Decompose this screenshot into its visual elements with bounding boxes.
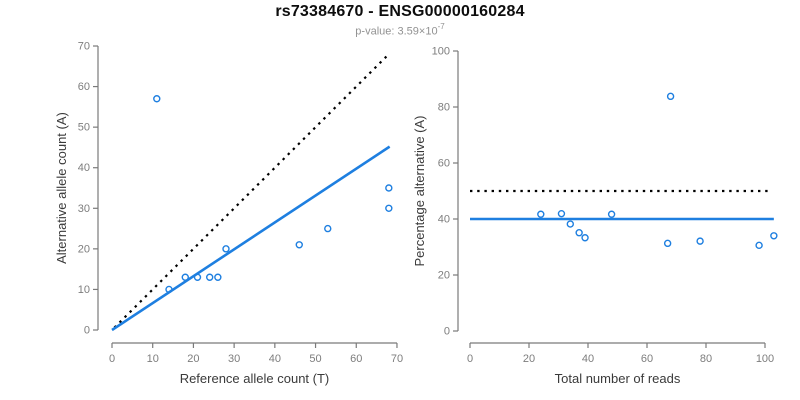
identity-line	[113, 55, 388, 329]
y-tick-label: 100	[432, 46, 450, 58]
data-point	[385, 184, 393, 192]
data-point	[385, 204, 393, 212]
fit-line	[111, 145, 391, 332]
y-tick-label: 0	[84, 325, 90, 337]
data-point	[165, 285, 173, 294]
data-point	[666, 92, 675, 101]
data-point	[537, 210, 545, 218]
pvalue-subtitle: p-value: 3.59×10-7	[0, 22, 800, 38]
x-tick-label: 40	[582, 353, 594, 365]
data-point	[663, 239, 672, 248]
x-tick-label: 60	[350, 353, 362, 365]
x-tick-label: 70	[391, 353, 403, 365]
x-tick-label: 40	[269, 353, 281, 365]
y-tick-label: 70	[78, 41, 90, 53]
y-tick-label: 80	[438, 102, 450, 114]
y-tick-label: 10	[78, 284, 90, 296]
data-point	[557, 209, 566, 218]
y-tick-label: 40	[438, 214, 450, 226]
y-tick-label: 60	[438, 158, 450, 170]
data-point	[566, 220, 574, 228]
y-tick-label: 40	[78, 162, 90, 174]
y-tick-label: 50	[78, 122, 90, 134]
data-point	[181, 273, 189, 281]
allele-count-scatter: 0 10 20 30 40 50 60 70 0 10 20 30 40 50 60 70 Reference …	[54, 41, 403, 386]
pvalue-text: p-value: 3.59×10	[355, 25, 438, 38]
y-tick-label: 60	[78, 81, 90, 93]
x-tick-label: 0	[467, 353, 473, 365]
x-tick-label: 0	[109, 353, 115, 365]
data-point	[214, 273, 222, 281]
pvalue-exponent: -7	[437, 22, 445, 31]
plot-title: rs73384670 - ENSG00000160284	[275, 3, 525, 20]
data-point	[193, 273, 202, 281]
data-point	[581, 234, 589, 242]
x-axis-title: Reference allele count (T)	[180, 371, 330, 386]
data-point	[206, 273, 214, 281]
y-tick-label: 20	[78, 243, 90, 255]
y-tick-label: 30	[78, 203, 90, 215]
x-tick-label: 20	[523, 353, 535, 365]
y-axis-title: Alternative allele count (A)	[54, 112, 69, 264]
x-tick-label: 10	[147, 353, 159, 365]
data-point	[770, 232, 778, 240]
x-tick-label: 20	[187, 353, 199, 365]
x-tick-label: 60	[641, 353, 653, 365]
data-point	[295, 241, 303, 249]
data-point	[696, 237, 704, 245]
x-tick-label: 30	[228, 353, 240, 365]
data-point	[755, 241, 763, 250]
x-tick-label: 100	[756, 353, 774, 365]
data-point	[222, 245, 230, 253]
data-point	[153, 95, 161, 103]
y-tick-label: 20	[438, 270, 450, 282]
x-tick-label: 50	[309, 353, 321, 365]
data-point	[575, 229, 583, 237]
data-point	[607, 210, 616, 218]
x-tick-label: 80	[700, 353, 712, 365]
y-tick-label: 0	[444, 326, 450, 338]
y-axis-title: Percentage alternative (A)	[412, 115, 427, 266]
x-axis-title: Total number of reads	[555, 371, 681, 386]
data-point	[324, 224, 332, 233]
percentage-scatter: 0 20 40 60 80 100 0 20 40 60 80 100 Total number of …	[412, 46, 778, 386]
